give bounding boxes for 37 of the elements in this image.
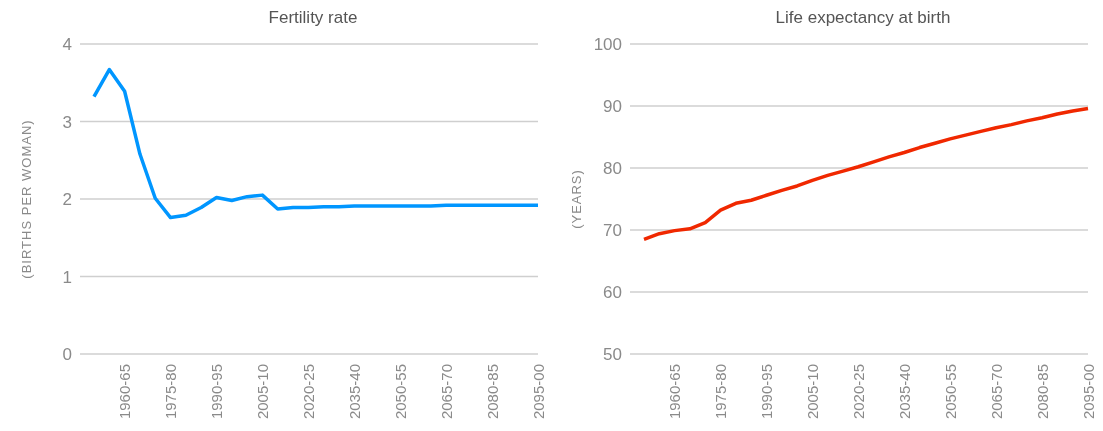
x-tick-label: 2095-00 xyxy=(529,364,547,420)
x-tick-label: 2035-40 xyxy=(895,364,913,420)
x-tick-label: 1975-80 xyxy=(712,364,730,420)
x-tick-label: 2020-25 xyxy=(849,364,867,420)
y-tick-label: 0 xyxy=(62,345,72,365)
x-tick-label: 2080-85 xyxy=(483,364,501,420)
chart-title: Life expectancy at birth xyxy=(774,8,952,29)
x-tick-label: 2095-00 xyxy=(1079,364,1097,420)
y-tick-label: 100 xyxy=(593,35,622,55)
x-tick-label: 2020-25 xyxy=(299,364,317,420)
x-tick-label: 2050-55 xyxy=(391,364,409,420)
x-tick-label: 2065-70 xyxy=(987,364,1005,420)
x-tick-label: 2050-55 xyxy=(941,364,959,420)
x-tick-label: 2065-70 xyxy=(437,364,455,420)
x-tick-label: 1990-95 xyxy=(207,364,225,420)
y-tick-label: 3 xyxy=(62,112,72,132)
x-tick-label: 1975-80 xyxy=(162,364,180,420)
y-tick-label: 60 xyxy=(603,283,622,303)
line-series xyxy=(642,106,1090,242)
chart-title: Fertility rate xyxy=(267,8,359,29)
x-tick-label: 2080-85 xyxy=(1033,364,1051,420)
x-tick-label: 2005-10 xyxy=(253,364,271,420)
y-axis-title: (BIRTHS PER WOMAN) xyxy=(18,119,34,279)
y-axis-title: (YEARS) xyxy=(568,169,584,229)
y-tick-label: 70 xyxy=(603,221,622,241)
x-tick-label: 1960-65 xyxy=(116,364,134,420)
x-tick-label: 1990-95 xyxy=(757,364,775,420)
line-series xyxy=(92,67,540,220)
y-tick-label: 80 xyxy=(603,159,622,179)
x-tick-label: 2005-10 xyxy=(803,364,821,420)
y-tick-label: 4 xyxy=(62,35,72,55)
y-tick-label: 90 xyxy=(603,97,622,117)
y-tick-label: 50 xyxy=(603,345,622,365)
y-tick-label: 1 xyxy=(62,267,72,287)
x-tick-label: 2035-40 xyxy=(345,364,363,420)
y-tick-label: 2 xyxy=(62,190,72,210)
x-tick-label: 1960-65 xyxy=(666,364,684,420)
